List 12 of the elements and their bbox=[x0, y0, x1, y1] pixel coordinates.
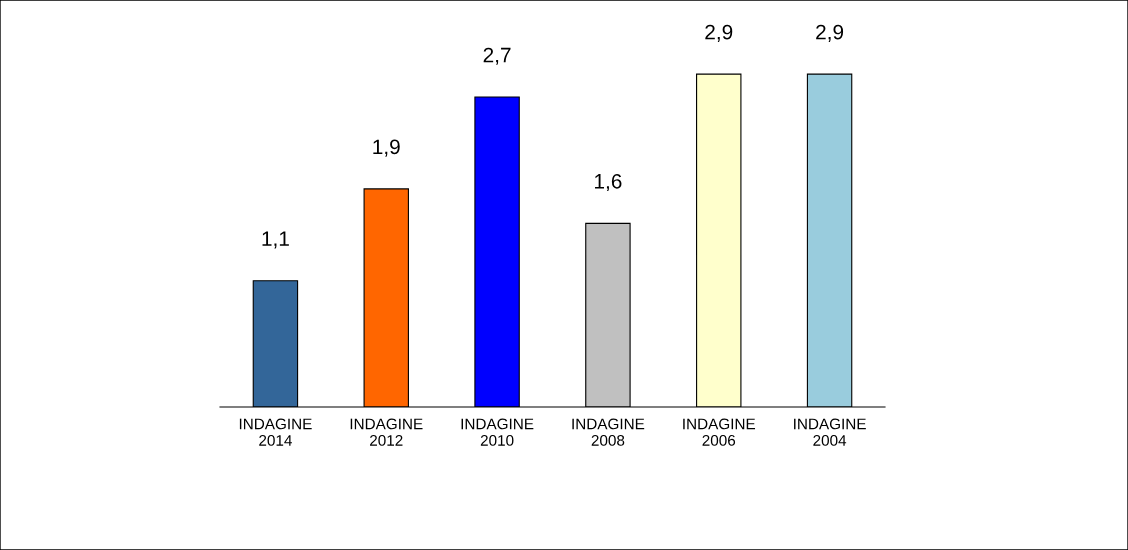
data-label: 1,9 bbox=[373, 139, 400, 157]
data-label: 1,1 bbox=[262, 231, 289, 249]
x-tick-label: INDAGINE 2010 bbox=[461, 418, 534, 446]
data-label: 1,6 bbox=[595, 173, 622, 192]
x-tick-label: INDAGINE 2006 bbox=[683, 418, 756, 446]
x-tick-label: INDAGINE 2004 bbox=[794, 418, 866, 446]
x-tick-label: INDAGINE 2012 bbox=[350, 418, 423, 446]
data-label: 2,7 bbox=[483, 47, 511, 65]
x-tick-label: INDAGINE 2014 bbox=[239, 418, 312, 446]
data-label: 2,9 bbox=[816, 24, 844, 42]
data-label: 2,9 bbox=[705, 24, 733, 42]
x-tick-label: INDAGINE 2008 bbox=[572, 418, 645, 446]
